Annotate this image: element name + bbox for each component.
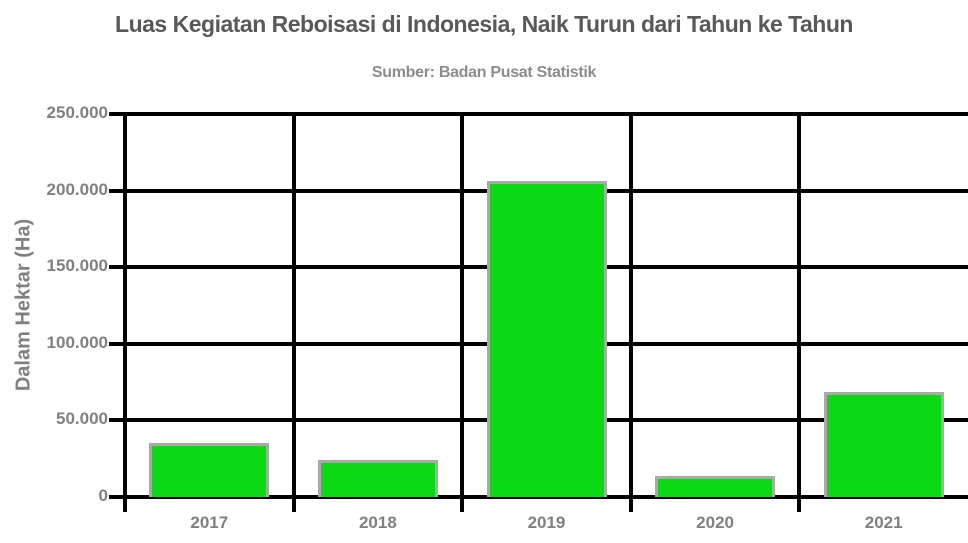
y-axis-tick — [109, 265, 125, 270]
chart-title: Luas Kegiatan Reboisasi di Indonesia, Na… — [115, 11, 853, 37]
chart-subtitle: Sumber: Badan Pusat Statistik — [371, 64, 597, 81]
y-tick-label: 50.000 — [56, 409, 108, 429]
y-axis-line — [123, 114, 127, 512]
x-tick-label: 2018 — [358, 513, 397, 532]
y-axis-tick — [109, 341, 125, 346]
bar-2019 — [487, 181, 607, 497]
y-axis-tick — [109, 418, 125, 423]
gridline-vertical — [628, 114, 633, 512]
gridline-vertical — [291, 114, 296, 512]
bar-2021 — [824, 392, 944, 497]
y-tick-label: 200.000 — [46, 179, 108, 199]
y-tick-label: 150.000 — [46, 256, 108, 276]
y-tick-label: 0 — [98, 486, 108, 505]
y-axis-title: Dalam Hektar (Ha) — [12, 218, 35, 392]
y-axis-tick — [109, 188, 125, 193]
plot-area — [109, 112, 968, 512]
gridline-vertical — [797, 114, 802, 512]
y-tick-label: 100.000 — [46, 332, 108, 352]
gridline-horizontal — [125, 495, 968, 499]
x-tick-label: 2021 — [864, 513, 903, 532]
bar-2018 — [318, 460, 438, 497]
y-tick-label: 250.000 — [46, 103, 108, 122]
bar-2020 — [655, 476, 775, 497]
gridline-vertical — [460, 114, 465, 512]
x-tick-label: 2020 — [696, 513, 734, 532]
y-axis-tick — [109, 112, 125, 116]
bar-2017 — [149, 443, 269, 497]
y-axis-tick — [109, 495, 125, 499]
x-tick-label: 2019 — [527, 513, 566, 532]
x-tick-label: 2017 — [190, 513, 229, 532]
gridline-horizontal — [125, 112, 968, 116]
